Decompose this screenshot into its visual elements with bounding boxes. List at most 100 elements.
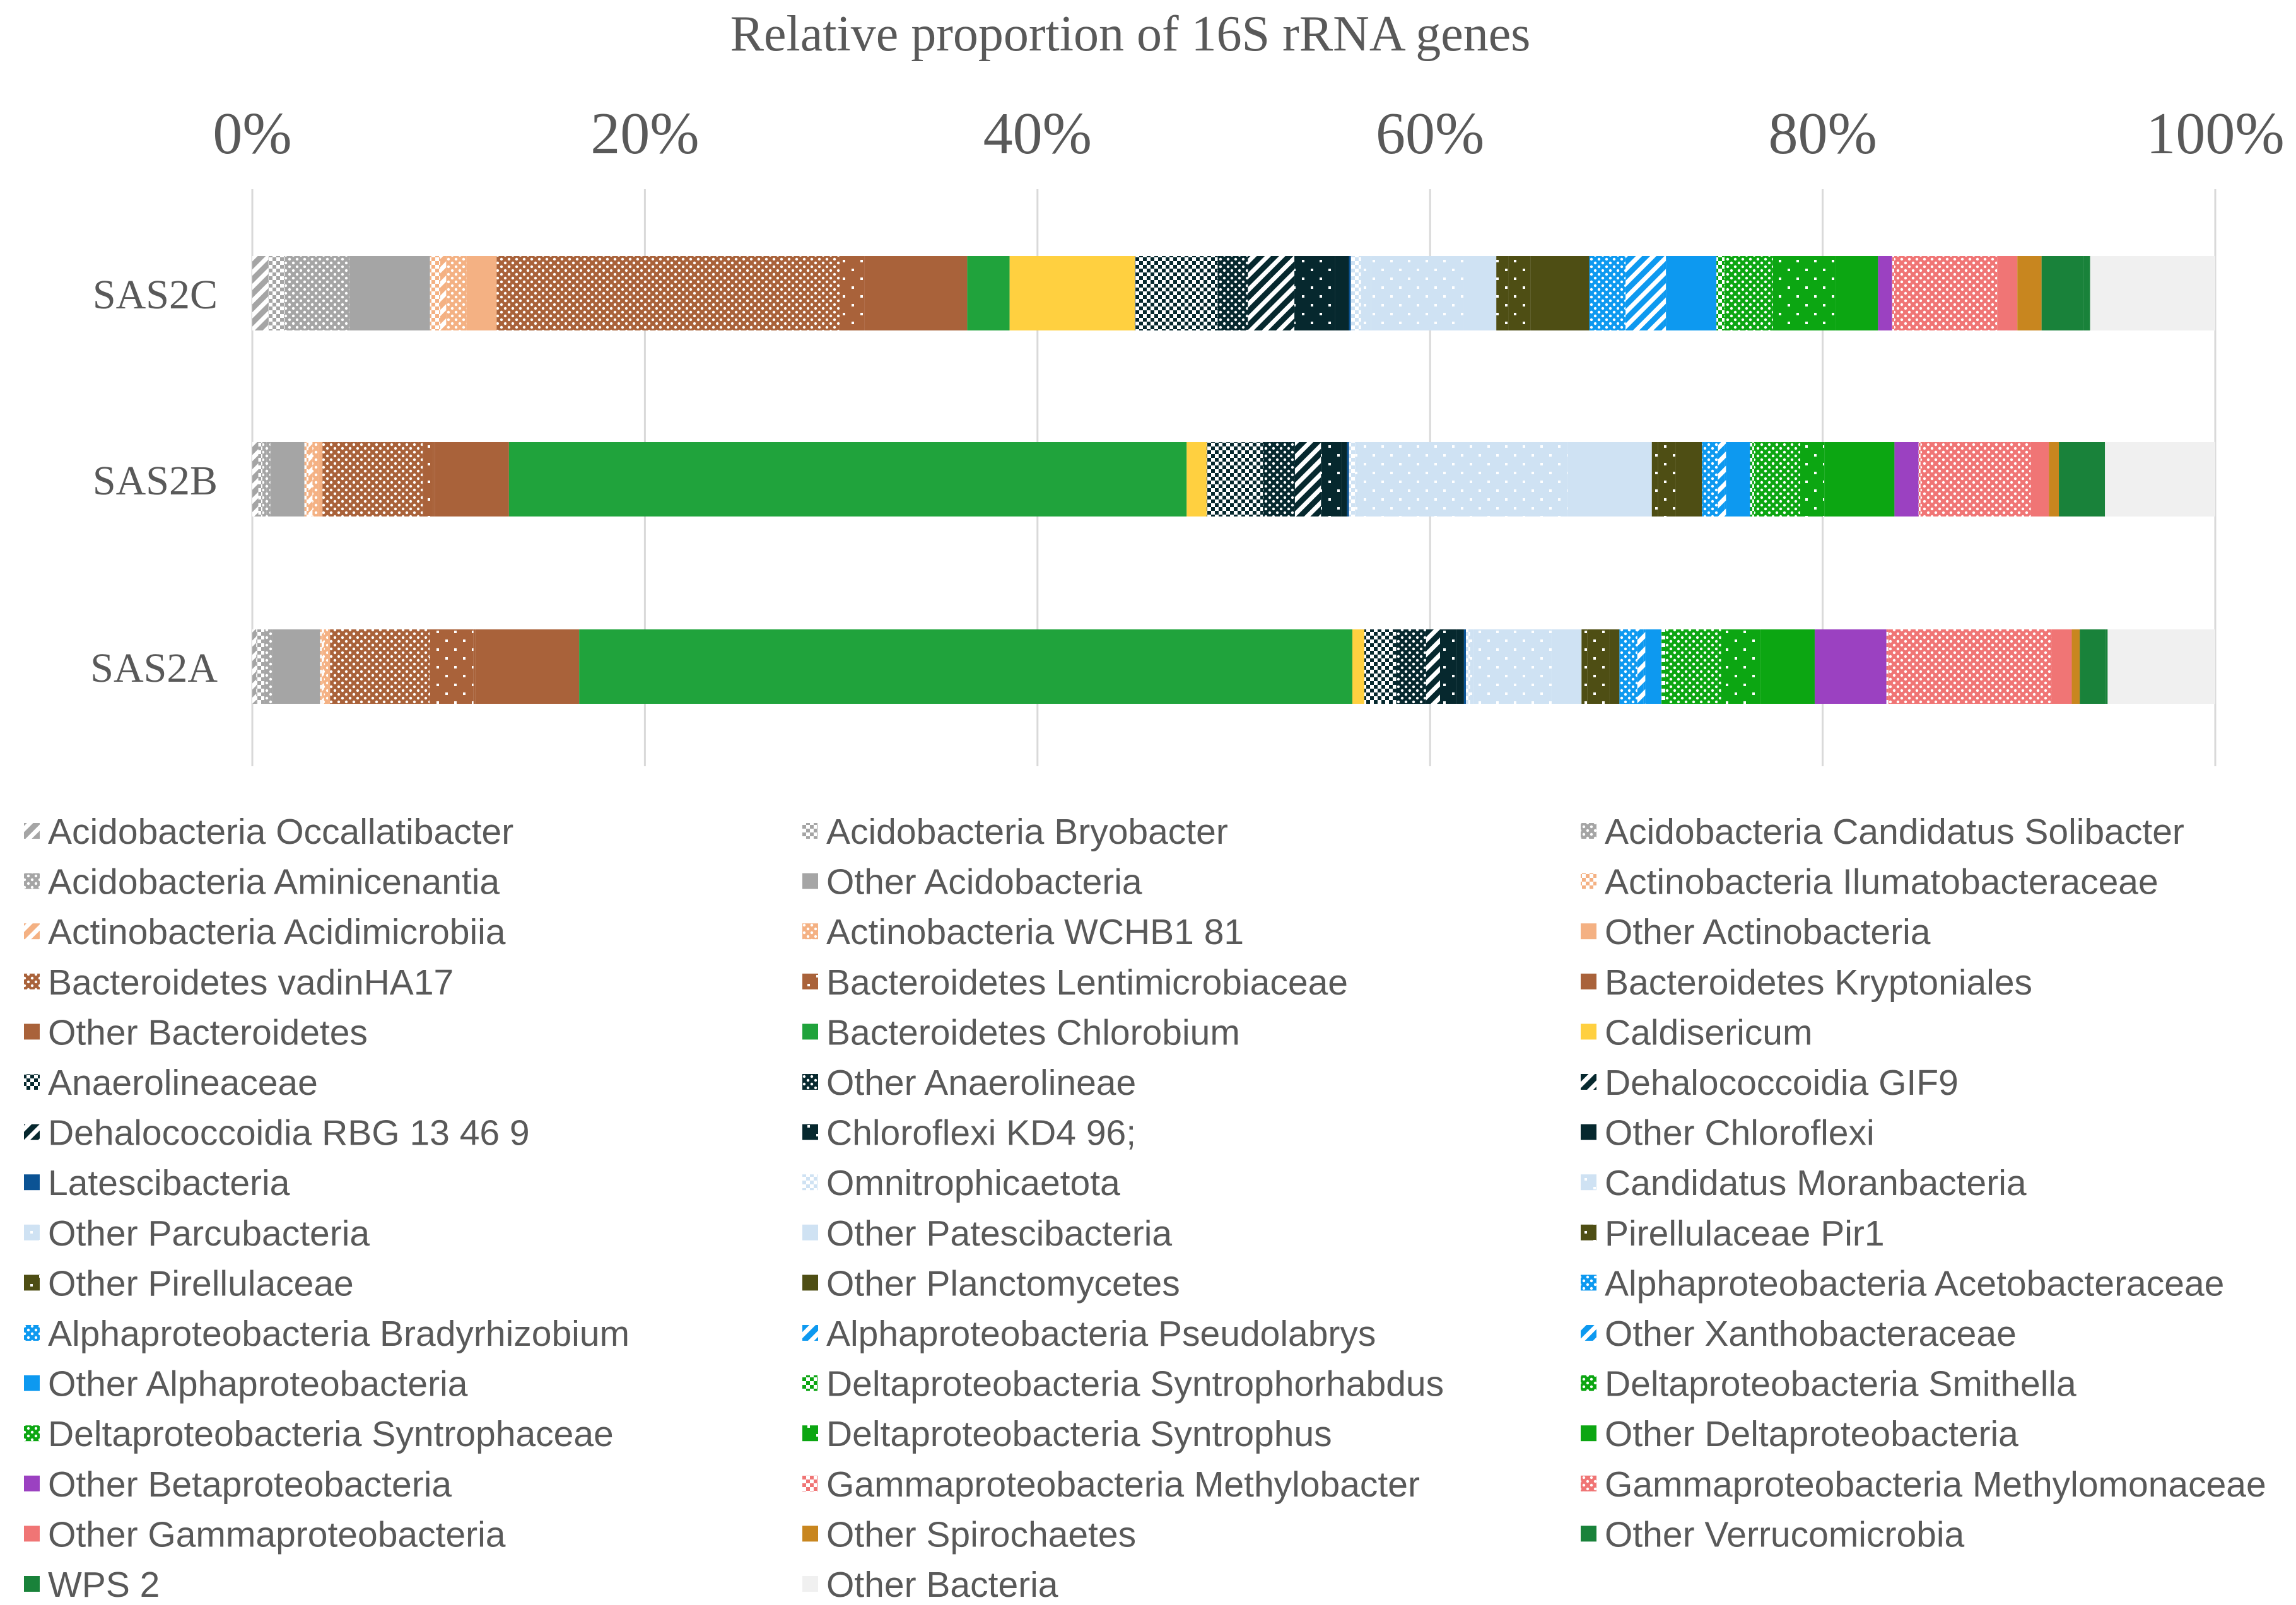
stacked-bars	[252, 256, 2215, 704]
bar-segment-sas2a-deltaproteobacteria-smithella	[1665, 629, 1718, 704]
bar-segment-sas2b-caldisericum	[1186, 442, 1207, 517]
legend-label: Other Spirochaetes	[826, 1514, 1136, 1555]
bar-segment-sas2a-acidobacteria-aminicenantia	[270, 629, 272, 704]
legend-item-gammaproteobacteria-methylomonaceae: Gammaproteobacteria Methylomonaceae	[1581, 1464, 2266, 1505]
legend-item-actinobacteria-wchb1-81: Actinobacteria WCHB1 81	[802, 912, 1244, 952]
bar-segment-sas2b-latescibacteria	[1347, 442, 1349, 517]
bar-segment-sas2a-candidatus-moranbacteria	[1470, 629, 1474, 704]
x-tick-label: 0%	[213, 101, 291, 166]
legend-label: Dehalococcoidia GIF9	[1605, 1063, 1959, 1103]
bar-segment-sas2c-other-xanthobacteraceae	[1663, 256, 1666, 330]
bar-segment-sas2b-actinobacteria-wchb1-81	[312, 442, 319, 517]
bar-segment-sas2b-other-pirellulaceae	[1658, 442, 1676, 517]
bar-segment-sas2c-other-bacteroidetes	[868, 256, 968, 330]
bar-segment-sas2b-acidobacteria-candidatus-solibacter	[262, 442, 267, 517]
bar-segment-sas2b-deltaproteobacteria-syntrophaceae	[1794, 442, 1800, 517]
legend-item-latescibacteria: Latescibacteria	[24, 1163, 290, 1203]
bar-segment-sas2c-other-anaerolineae	[1217, 256, 1248, 330]
legend-item-other-acidobacteria: Other Acidobacteria	[802, 862, 1142, 902]
legend-item-alphaproteobacteria-bradyrhizobium: Alphaproteobacteria Bradyrhizobium	[24, 1314, 630, 1354]
bar-segment-sas2c-bacteroidetes-chlorobium	[967, 256, 1010, 330]
legend-swatch	[24, 1576, 40, 1592]
legend-label: Other Anaerolineae	[826, 1063, 1136, 1103]
legend-item-bacteroidetes-vadinha17: Bacteroidetes vadinHA17	[24, 962, 454, 1003]
legend-label: Deltaproteobacteria Smithella	[1605, 1364, 2076, 1404]
bar-segment-sas2b-bacteroidetes-lentimicrobiaceae	[423, 442, 433, 517]
bar-segment-sas2b-other-verrucomicrobia	[2059, 442, 2103, 517]
bar-segment-sas2a-other-deltaproteobacteria	[1760, 629, 1815, 704]
bar-segment-sas2b-deltaproteobacteria-syntrophorhabdus	[1750, 442, 1754, 517]
legend-swatch	[24, 873, 40, 889]
bar-segment-sas2c-other-gammaproteobacteria	[1997, 256, 2018, 330]
legend-label: Bacteroidetes Kryptoniales	[1605, 962, 2032, 1003]
legend-item-pirellulaceae-pir1: Pirellulaceae Pir1	[1581, 1213, 1885, 1254]
bar-segment-sas2a-other-bacteria	[2107, 629, 2215, 704]
bar-segment-sas2a-chloroflexi-kd4-96	[1439, 629, 1456, 704]
bar-segment-sas2b-other-parcubacteria	[1359, 442, 1568, 517]
legend-label: Caldisericum	[1605, 1012, 1812, 1053]
legend-swatch	[24, 1224, 40, 1240]
legend-item-anaerolineaceae: Anaerolineaceae	[24, 1063, 318, 1103]
legend-label: Other Planctomycetes	[826, 1263, 1180, 1304]
bar-segment-sas2b-dehalococcoidia-rbg-13-46-9	[1313, 442, 1321, 517]
bar-segment-sas2c-other-bacteria	[2090, 256, 2215, 330]
legend-label: Acidobacteria Occallatibacter	[48, 812, 513, 852]
bar-segment-sas2a-bacteroidetes-kryptoniales	[473, 629, 476, 704]
legend-item-other-betaproteobacteria: Other Betaproteobacteria	[24, 1464, 452, 1505]
bar-segment-sas2a-other-spirochaetes	[2071, 629, 2080, 704]
legend-swatch	[24, 923, 40, 940]
legend-swatch	[24, 823, 40, 839]
legend-item-dehalococcoidia-rbg-13-46-9: Dehalococcoidia RBG 13 46 9	[24, 1113, 530, 1153]
bar-segment-sas2a-dehalococcoidia-gif9	[1426, 629, 1434, 704]
bar-segment-sas2b-acidobacteria-aminicenantia	[266, 442, 271, 517]
legend-swatch	[24, 973, 40, 989]
legend-item-omnitrophicaetota: Omnitrophicaetota	[802, 1163, 1120, 1203]
legend-item-deltaproteobacteria-syntrophorhabdus: Deltaproteobacteria Syntrophorhabdus	[802, 1364, 1444, 1404]
legend-item-bacteroidetes-kryptoniales: Bacteroidetes Kryptoniales	[1581, 962, 2032, 1003]
legend-item-other-actinobacteria: Other Actinobacteria	[1581, 912, 1931, 952]
legend-swatch	[802, 1024, 818, 1040]
legend-swatch	[802, 1124, 818, 1140]
legend-swatch	[1581, 1224, 1596, 1240]
bar-segment-sas2b-other-patescibacteria	[1567, 442, 1652, 517]
legend-label: Other Bacteria	[826, 1565, 1058, 1605]
bar-segment-sas2c-other-betaproteobacteria	[1878, 256, 1892, 330]
legend-label: Actinobacteria WCHB1 81	[826, 912, 1244, 952]
bar-segment-sas2c-acidobacteria-bryobacter	[268, 256, 285, 330]
bar-segment-sas2c-dehalococcoidia-gif9	[1248, 256, 1270, 330]
bar-segment-sas2b-wps-2	[2102, 442, 2106, 517]
legend-label: Other Pirellulaceae	[48, 1263, 354, 1304]
legend-item-bacteroidetes-lentimicrobiaceae: Bacteroidetes Lentimicrobiaceae	[802, 962, 1348, 1003]
legend-label: Other Bacteroidetes	[48, 1012, 368, 1053]
bar-segment-sas2a-gammaproteobacteria-methylomonaceae	[1888, 629, 2052, 704]
x-tick-label: 20%	[590, 101, 699, 166]
legend-swatch	[802, 1526, 818, 1542]
bar-segment-sas2a-bacteroidetes-chlorobium	[579, 629, 1352, 704]
bar-segment-sas2c-acidobacteria-candidatus-solibacter	[284, 256, 309, 330]
bar-segment-sas2c-other-acidobacteria	[349, 256, 430, 330]
legend-label: Anaerolineaceae	[48, 1063, 318, 1103]
legend-item-bacteroidetes-chlorobium: Bacteroidetes Chlorobium	[802, 1012, 1240, 1053]
bar-segment-sas2b-other-bacteria	[2105, 442, 2215, 517]
bar-segment-sas2c-alphaproteobacteria-bradyrhizobium	[1609, 256, 1626, 330]
bar-segment-sas2a-bacteroidetes-vadinha17	[330, 629, 430, 704]
bar-segment-sas2b-other-deltaproteobacteria	[1824, 442, 1895, 517]
bar-segment-sas2c-deltaproteobacteria-syntrophaceae	[1765, 256, 1773, 330]
bar-segment-sas2b-anaerolineaceae	[1207, 442, 1263, 517]
legend-swatch	[802, 1425, 818, 1442]
legend-item-alphaproteobacteria-pseudolabrys: Alphaproteobacteria Pseudolabrys	[802, 1314, 1376, 1354]
legend-item-other-xanthobacteraceae: Other Xanthobacteraceae	[1581, 1314, 2017, 1354]
legend-swatch	[1581, 1475, 1596, 1491]
bar-segment-sas2c-omnitrophicaetota	[1350, 256, 1361, 330]
legend-label: Deltaproteobacteria Syntrophaceae	[48, 1414, 614, 1454]
bar-segment-sas2a-acidobacteria-occallatibacter	[252, 629, 257, 704]
legend-item-wps-2: WPS 2	[24, 1565, 160, 1605]
bar-segment-sas2c-other-patescibacteria	[1463, 256, 1497, 330]
legend-item-deltaproteobacteria-smithella: Deltaproteobacteria Smithella	[1581, 1364, 2076, 1404]
bar-segment-sas2c-candidatus-moranbacteria	[1361, 256, 1371, 330]
bar-segment-sas2c-caldisericum	[1009, 256, 1135, 330]
legend-label: WPS 2	[48, 1565, 160, 1605]
bar-segment-sas2b-bacteroidetes-chlorobium	[508, 442, 1187, 517]
bar-segment-sas2b-other-betaproteobacteria	[1894, 442, 1919, 517]
